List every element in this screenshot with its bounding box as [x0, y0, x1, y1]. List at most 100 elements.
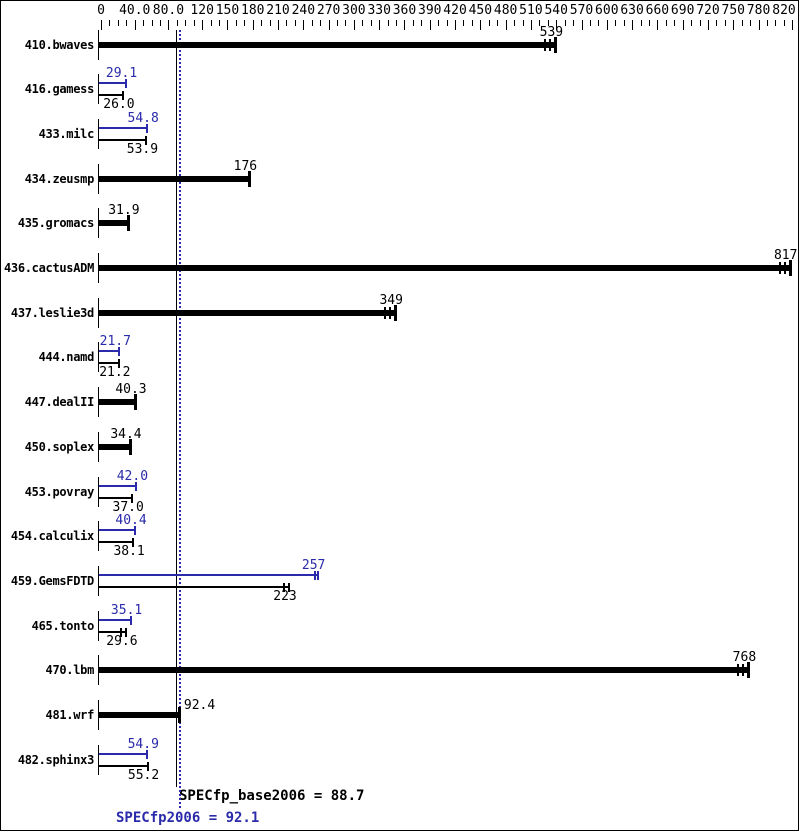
axis-minor-tick	[370, 20, 372, 26]
row-baseline	[98, 655, 99, 686]
run-tick	[783, 262, 786, 274]
base-bar	[99, 220, 128, 227]
row-baseline	[98, 521, 99, 552]
peak-value-label: 54.8	[127, 110, 159, 126]
benchmark-label: 410.bwaves	[24, 37, 95, 52]
axis-minor-tick	[176, 20, 178, 26]
peak-value-label: 54.9	[127, 736, 159, 752]
axis-major-tick	[134, 20, 136, 30]
axis-tick-label: 600	[595, 3, 619, 18]
axis-major-tick	[328, 20, 330, 30]
axis-major-tick	[682, 20, 684, 30]
base-value-label: 26.0	[103, 97, 135, 113]
benchmark-label: 453.povray	[24, 484, 95, 499]
axis-major-tick	[657, 20, 659, 30]
axis-tick-label: 0	[97, 3, 105, 18]
axis-minor-tick	[775, 20, 777, 26]
axis-tick-label: 480	[493, 3, 518, 18]
base-bar-end-tick	[121, 91, 124, 101]
base-bar-end-tick	[788, 260, 792, 276]
row-baseline	[98, 342, 99, 373]
axis-tick-label: 210	[266, 3, 290, 18]
base-value-label: 38.1	[113, 544, 145, 560]
axis-minor-tick	[117, 20, 119, 26]
axis-minor-tick	[320, 20, 322, 26]
axis-minor-tick	[438, 20, 440, 26]
base-bar-end-tick	[146, 761, 149, 771]
benchmark-label: 444.namd	[38, 350, 95, 365]
axis-tick-label: 120	[190, 3, 214, 18]
base-bar-end-tick	[126, 215, 130, 232]
peak-bar	[99, 618, 131, 621]
axis-minor-tick	[497, 20, 499, 26]
axis-major-tick	[556, 20, 558, 30]
axis-minor-tick	[648, 20, 650, 26]
benchmark-label: 470.lbm	[45, 663, 95, 678]
run-tick	[119, 627, 122, 637]
axis-minor-tick	[160, 20, 161, 26]
axis-minor-tick	[750, 20, 752, 26]
base-value-label: 29.6	[106, 633, 138, 649]
axis-minor-tick	[589, 20, 591, 26]
base-bar	[99, 443, 130, 450]
axis-major-tick	[530, 20, 532, 30]
base-bar-end-tick	[248, 170, 252, 187]
peak-value-label: 42.0	[116, 468, 149, 484]
base-bar	[99, 175, 250, 182]
axis-tick-label: 330	[367, 3, 391, 18]
peak-value-label: 21.7	[99, 334, 131, 350]
peak-bar	[99, 82, 126, 85]
run-tick	[282, 582, 285, 592]
axis-minor-tick	[244, 20, 246, 26]
base-value-label: 539	[539, 24, 564, 40]
axis-minor-tick	[286, 20, 288, 26]
axis-tick-label: 150	[215, 3, 240, 18]
reference-line-base	[175, 30, 177, 787]
peak-value-label: 40.4	[115, 513, 147, 529]
axis-minor-tick	[547, 20, 549, 26]
axis-major-tick	[303, 20, 305, 30]
peak-bar	[99, 573, 318, 576]
base-value-label: 817	[773, 248, 798, 263]
axis-minor-tick	[564, 20, 566, 26]
base-value-label: 55.2	[127, 767, 160, 783]
base-bar-end-tick	[133, 394, 137, 411]
axis-minor-tick	[783, 20, 785, 26]
peak-bar	[99, 126, 148, 129]
axis-tick-label: 360	[392, 3, 417, 18]
axis-tick-label: 540	[544, 3, 568, 18]
row-baseline	[98, 610, 99, 641]
peak-value-label: 257	[301, 557, 326, 573]
run-tick	[384, 306, 387, 319]
row-baseline	[98, 74, 99, 105]
axis-major-tick	[505, 20, 507, 30]
axis-minor-tick	[514, 20, 516, 26]
benchmark-label: 447.dealII	[24, 395, 95, 410]
axis-minor-tick	[412, 20, 414, 26]
base-bar-end-tick	[128, 438, 132, 455]
base-bar-end-tick	[287, 582, 290, 592]
axis-minor-tick	[109, 20, 111, 26]
base-bar-end-tick	[124, 627, 127, 637]
row-baseline	[98, 118, 99, 149]
base-bar-end-tick	[145, 135, 148, 145]
axis-minor-tick	[261, 20, 263, 26]
benchmark-label: 435.gromacs	[17, 216, 94, 231]
peak-bar	[99, 752, 148, 755]
benchmark-label: 454.calculix	[10, 529, 94, 544]
axis-tick-label: 720	[696, 3, 720, 18]
base-bar	[99, 362, 119, 365]
axis-tick-label: 420	[443, 3, 467, 18]
axis-major-tick	[581, 20, 583, 30]
row-baseline	[98, 700, 99, 730]
benchmark-label: 437.leslie3d	[10, 305, 94, 320]
axis-minor-tick	[311, 20, 313, 26]
axis-minor-tick	[674, 20, 676, 26]
run-tick	[737, 664, 740, 677]
peak-bar-end-tick	[124, 79, 127, 89]
run-tick	[389, 306, 392, 319]
base-bar	[99, 541, 134, 544]
axis-minor-tick	[446, 20, 448, 26]
base-value-label: 176	[233, 158, 258, 174]
peak-bar-end-tick	[118, 347, 121, 357]
